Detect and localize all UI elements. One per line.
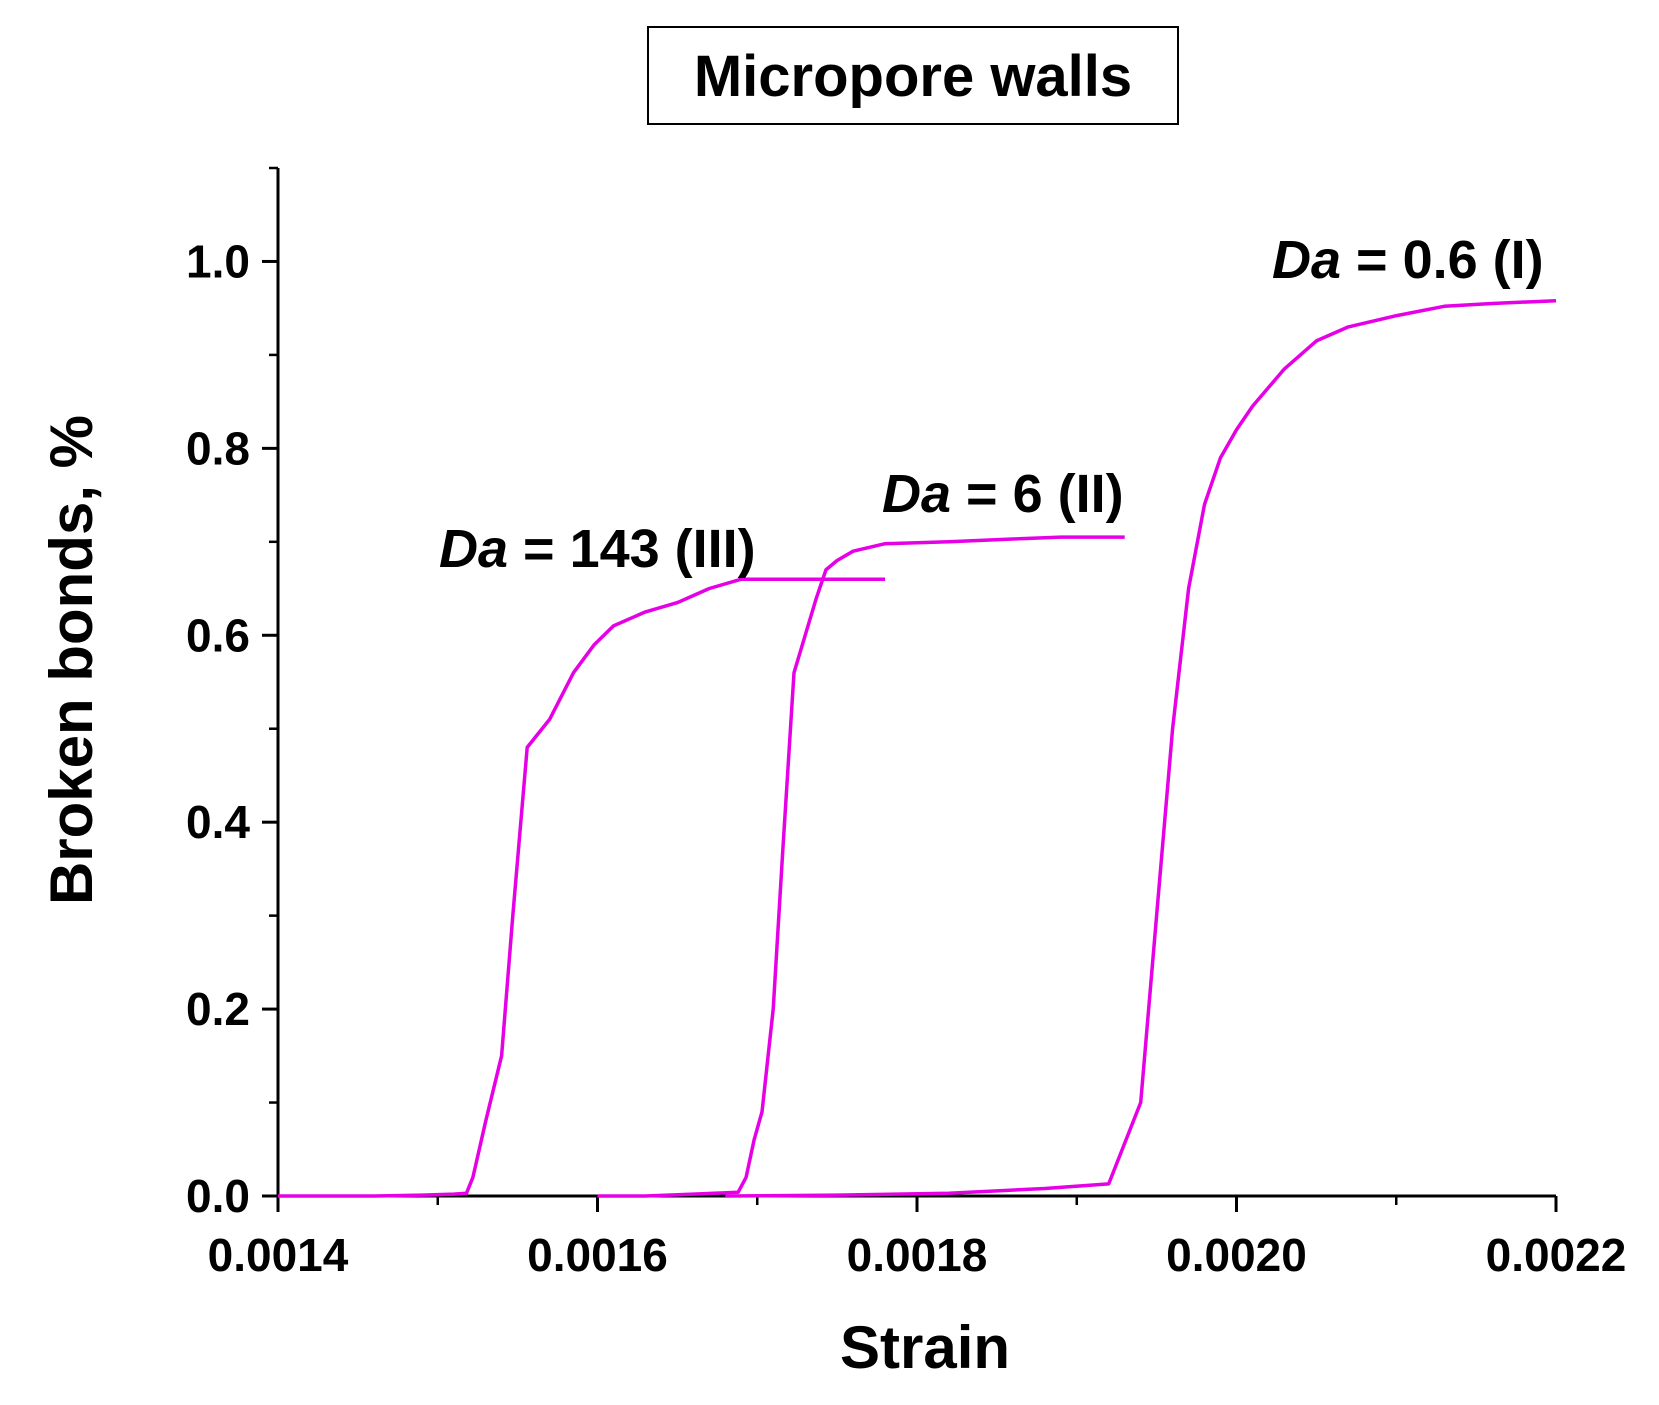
series-label-da-6-prefix: Da: [882, 464, 951, 524]
series-label-da-143-prefix: Da: [439, 519, 508, 579]
series-line-1: [597, 535, 1125, 1198]
x-tick-label: 0.0020: [1166, 1229, 1307, 1281]
series-label-da-0-6-suffix: = 0.6 (I): [1341, 230, 1544, 290]
series-group: [278, 298, 1557, 1198]
y-axis-title: Broken bonds, %: [38, 415, 105, 905]
x-axis-title: Strain: [840, 1314, 1010, 1381]
series-line-2: [725, 298, 1557, 1198]
y-tick-label: 0.0: [186, 1170, 250, 1222]
y-tick-label: 0.4: [186, 796, 250, 848]
y-tick-label: 0.8: [186, 422, 250, 474]
series-label-da-143: Da = 143 (III): [439, 519, 756, 579]
x-axis-ticks: 0.0014 0.0016 0.0018 0.0020 0.0022: [208, 1196, 1627, 1281]
series-line-0: [278, 577, 885, 1198]
series-label-da-6: Da = 6 (II): [882, 464, 1124, 524]
x-tick-label: 0.0016: [527, 1229, 668, 1281]
y-tick-label: 0.6: [186, 609, 250, 661]
x-tick-label: 0.0018: [847, 1229, 988, 1281]
series-label-da-0-6-prefix: Da: [1272, 230, 1341, 290]
series-label-da-6-suffix: = 6 (II): [951, 464, 1124, 524]
y-tick-label: 1.0: [186, 235, 250, 287]
series-label-da-143-suffix: = 143 (III): [508, 519, 756, 579]
series-label-da-0-6: Da = 0.6 (I): [1272, 230, 1544, 290]
y-axis-ticks: 0.0 0.2 0.4 0.6 0.8 1.0: [186, 166, 278, 1222]
chart-title: Micropore walls: [694, 44, 1132, 109]
y-tick-label: 0.2: [186, 983, 250, 1035]
x-tick-label: 0.0014: [208, 1229, 349, 1281]
chart-title-box: [647, 26, 1179, 125]
x-tick-label: 0.0022: [1486, 1229, 1627, 1281]
